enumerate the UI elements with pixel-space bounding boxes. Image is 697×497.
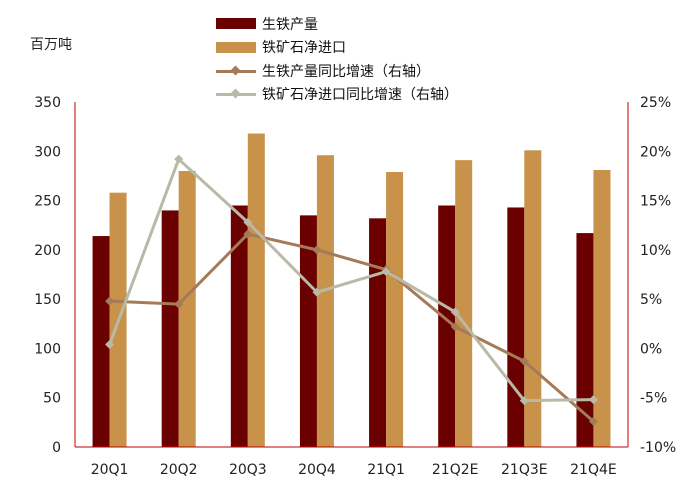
left-y-tick-label: 50	[43, 391, 61, 407]
right-y-tick-label: -5%	[640, 391, 667, 407]
pig-iron-yoy-point	[450, 322, 460, 332]
axes-layer	[74, 102, 629, 448]
legend-swatch-iron-ore-import-yoy	[216, 88, 256, 100]
x-tick-label: 21Q2E	[432, 462, 479, 478]
left-y-tick-label: 0	[52, 440, 61, 456]
right-y-tick-label: 0%	[640, 341, 662, 357]
iron-ore-import-yoy-point	[450, 307, 460, 317]
x-tick-label: 21Q4E	[570, 462, 617, 478]
x-tick-label: 20Q1	[91, 462, 129, 478]
iron-ore-import-yoy-point	[312, 287, 322, 297]
iron-ore-import-yoy-point	[588, 395, 598, 405]
right-y-tick-label: 5%	[640, 292, 662, 308]
pig-iron-yoy-point	[243, 229, 253, 239]
tick-label-layer: 0 50 100 150 200 250 300 350 -10% -5% 0% 5% 10% 15% 20…	[34, 95, 676, 478]
bar-pig-iron-output	[438, 205, 456, 447]
legend-swatch-iron-ore-net-import	[216, 41, 256, 53]
right-y-tick-label: 15%	[640, 194, 671, 210]
bar-iron-ore-net-import	[178, 171, 196, 447]
x-tick-label: 20Q3	[229, 462, 267, 478]
left-y-tick-label: 250	[34, 194, 61, 210]
pig-iron-yoy-point	[312, 245, 322, 255]
left-axis-unit-label: 百万吨	[30, 37, 72, 53]
bar-iron-ore-net-import	[593, 170, 611, 447]
iron-ore-import-yoy-point	[381, 267, 391, 277]
bar-iron-ore-net-import	[247, 133, 265, 448]
iron-ore-import-yoy-point	[243, 217, 253, 227]
iron-ore-import-yoy-point	[174, 154, 184, 164]
iron-ore-import-yoy-line	[108, 157, 594, 403]
left-y-tick-label: 100	[34, 341, 61, 357]
x-tick-label: 20Q2	[160, 462, 198, 478]
bar-pig-iron-output	[230, 205, 248, 447]
pig-iron-yoy-point	[588, 416, 598, 426]
bar-iron-ore-net-import	[386, 171, 404, 447]
bar-iron-ore-net-import	[455, 160, 473, 447]
left-y-tick-label: 150	[34, 292, 61, 308]
legend-item-pig-iron-output: 生铁产量	[216, 12, 458, 36]
pig-iron-yoy-point	[519, 356, 529, 366]
bar-pig-iron-output	[576, 233, 594, 447]
pig-iron-yoy-line	[109, 232, 595, 423]
pig-iron-yoy-point	[105, 296, 115, 306]
left-y-tick-label: 300	[34, 144, 61, 160]
legend-label-iron-ore-net-import: 铁矿石净进口	[262, 40, 346, 57]
left-y-tick-label: 350	[34, 95, 61, 111]
bar-iron-ore-net-import	[316, 155, 334, 447]
x-tick-label: 21Q1	[367, 462, 405, 478]
right-y-tick-label: -10%	[640, 440, 676, 456]
bar-pig-iron-output	[161, 210, 179, 447]
legend-label-iron-ore-import-yoy: 铁矿石净进口同比增速（右轴）	[262, 87, 458, 104]
bar-layer	[92, 133, 611, 448]
legend-swatch-pig-iron-output	[216, 18, 256, 30]
legend-item-pig-iron-yoy: 生铁产量同比增速（右轴）	[216, 59, 458, 83]
x-tick-label: 21Q3E	[501, 462, 548, 478]
left-y-tick-label: 200	[34, 243, 61, 259]
right-y-tick-label: 10%	[640, 243, 671, 259]
bar-pig-iron-output	[369, 218, 387, 447]
chart-legend: 生铁产量 铁矿石净进口 生铁产量同比增速（右轴） 铁矿石净进口同比增速（右轴）	[216, 12, 458, 106]
legend-label-pig-iron-yoy: 生铁产量同比增速（右轴）	[262, 63, 430, 80]
right-y-tick-label: 20%	[640, 144, 671, 160]
line-layer	[105, 154, 598, 426]
legend-label-pig-iron-output: 生铁产量	[262, 16, 318, 33]
legend-item-iron-ore-net-import: 铁矿石净进口	[216, 36, 458, 60]
bar-pig-iron-output	[92, 236, 110, 447]
x-tick-label: 20Q4	[298, 462, 336, 478]
legend-swatch-pig-iron-yoy	[216, 65, 256, 77]
pig-iron-yoy-point	[174, 299, 184, 309]
right-y-tick-label: 25%	[640, 95, 671, 111]
bar-pig-iron-output	[299, 215, 317, 447]
bar-pig-iron-output	[507, 207, 525, 447]
iron-ore-import-yoy-point	[105, 339, 115, 349]
iron-ore-import-yoy-point	[519, 396, 529, 406]
legend-item-iron-ore-import-yoy: 铁矿石净进口同比增速（右轴）	[216, 83, 458, 107]
